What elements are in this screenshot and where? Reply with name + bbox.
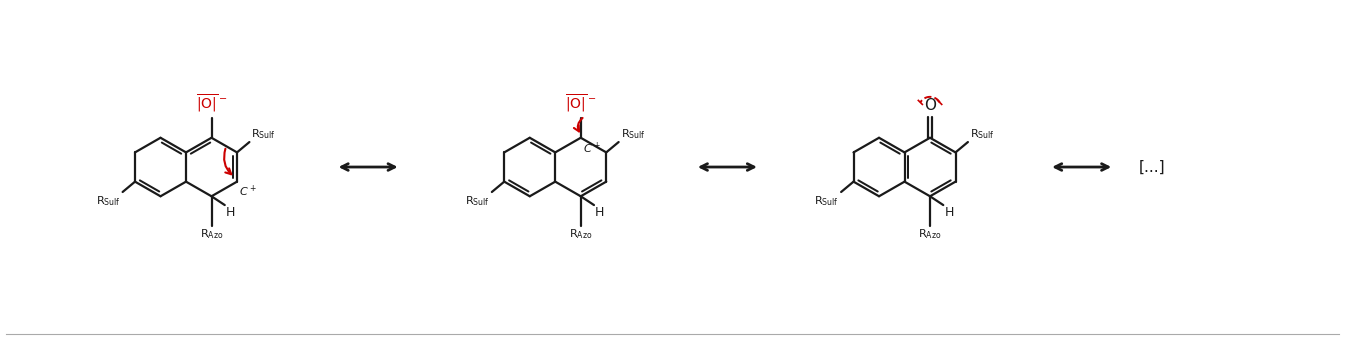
Text: $C^+$: $C^+$ bbox=[582, 141, 600, 156]
Text: H: H bbox=[225, 206, 235, 219]
Text: R$_{\mathsf{Sulf}}$: R$_{\mathsf{Sulf}}$ bbox=[465, 194, 489, 208]
Text: R$_{\mathsf{Azo}}$: R$_{\mathsf{Azo}}$ bbox=[918, 227, 942, 241]
Text: R$_{\mathsf{Azo}}$: R$_{\mathsf{Azo}}$ bbox=[569, 227, 593, 241]
Text: R$_{\mathsf{Azo}}$: R$_{\mathsf{Azo}}$ bbox=[200, 227, 224, 241]
Text: H: H bbox=[944, 206, 953, 219]
Text: $C^+$: $C^+$ bbox=[239, 184, 256, 199]
Text: $\mathsf{\overline{|O|}}^-$: $\mathsf{\overline{|O|}}^-$ bbox=[195, 93, 228, 115]
Text: $\mathsf{\overline{|O|}}^-$: $\mathsf{\overline{|O|}}^-$ bbox=[565, 93, 596, 115]
Text: R$_{\mathsf{Sulf}}$: R$_{\mathsf{Sulf}}$ bbox=[814, 194, 840, 208]
Text: R$_{\mathsf{Sulf}}$: R$_{\mathsf{Sulf}}$ bbox=[620, 127, 646, 141]
Text: O: O bbox=[923, 98, 936, 114]
Text: [...]: [...] bbox=[1139, 160, 1166, 175]
Text: R$_{\mathsf{Sulf}}$: R$_{\mathsf{Sulf}}$ bbox=[96, 194, 120, 208]
Text: H: H bbox=[594, 206, 604, 219]
Text: R$_{\mathsf{Sulf}}$: R$_{\mathsf{Sulf}}$ bbox=[251, 127, 276, 141]
Text: R$_{\mathsf{Sulf}}$: R$_{\mathsf{Sulf}}$ bbox=[971, 127, 995, 141]
